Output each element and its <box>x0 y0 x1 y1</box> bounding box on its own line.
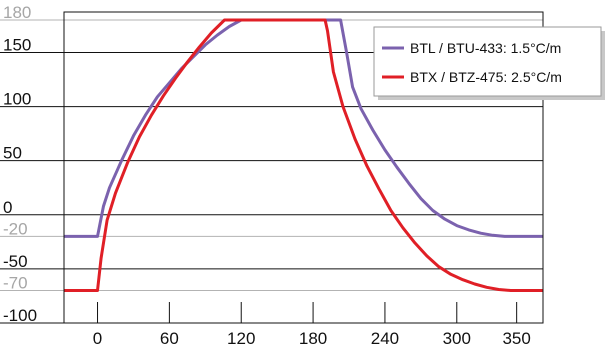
x-tick-label: 350 <box>502 329 530 348</box>
legend-label-series-2: BTX / BTZ-475: 2.5°C/m <box>410 69 562 85</box>
series-line-2 <box>64 18 543 292</box>
x-tick-label: 180 <box>299 329 327 348</box>
y-axis-ticks: 180 150 100 50 0 -20 -50 -70 -100 <box>3 3 37 325</box>
y-tick-label: -70 <box>3 274 28 293</box>
y-tick-label: -20 <box>3 219 28 238</box>
x-tick-label: 120 <box>227 329 255 348</box>
legend-label-series-1: BTL / BTU-433: 1.5°C/m <box>410 40 561 56</box>
y-tick-label: -50 <box>3 252 28 271</box>
x-tick-label: 60 <box>160 329 179 348</box>
series-line-1 <box>64 18 543 238</box>
y-tick-label: 0 <box>3 198 12 217</box>
y-tick-label: 100 <box>3 90 31 109</box>
y-tick-label: 150 <box>3 35 31 54</box>
plot-area-border <box>63 11 544 324</box>
legend: BTL / BTU-433: 1.5°C/m BTX / BTZ-475: 2.… <box>373 26 605 100</box>
series-layer <box>64 18 543 292</box>
y-tick-label: 180 <box>3 3 31 22</box>
y-tick-label: -100 <box>3 306 37 325</box>
x-tick-label: 300 <box>443 329 471 348</box>
x-tick-label: 0 <box>93 329 102 348</box>
x-tick-label: 240 <box>371 329 399 348</box>
legend-box <box>373 26 602 97</box>
x-axis-ticks: 0 60 120 180 240 300 350 <box>93 302 531 348</box>
y-tick-label: 50 <box>3 144 22 163</box>
